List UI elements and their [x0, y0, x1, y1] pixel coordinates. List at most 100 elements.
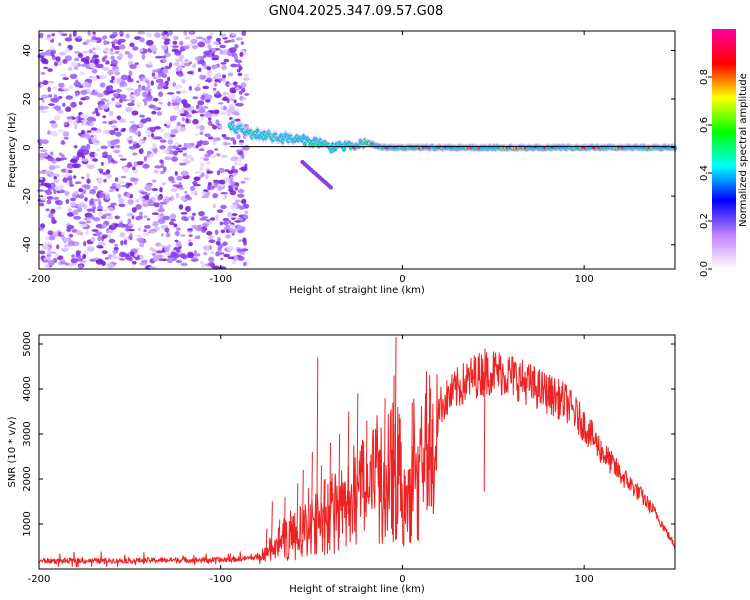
noise-blob — [230, 137, 236, 142]
noise-blob — [170, 195, 175, 201]
noise-blob — [78, 132, 83, 136]
noise-blob — [243, 144, 250, 151]
noise-blob — [98, 245, 104, 249]
noise-blob — [159, 128, 164, 133]
noise-blob — [206, 35, 213, 40]
colorbar-tick-label: 0.0 — [699, 261, 710, 277]
noise-blob — [39, 203, 44, 207]
noise-blob — [115, 101, 121, 106]
noise-blob — [50, 183, 55, 188]
noise-blob — [107, 215, 113, 220]
noise-blob — [142, 232, 150, 236]
noise-blob — [147, 91, 151, 97]
noise-blob — [228, 220, 232, 224]
noise-blob — [169, 149, 174, 155]
noise-blob — [212, 90, 218, 94]
noise-blob — [81, 158, 89, 162]
noise-blob — [223, 58, 230, 63]
noise-blob — [181, 117, 185, 122]
noise-blob — [121, 127, 126, 131]
noise-blob — [116, 77, 122, 84]
noise-blob — [210, 251, 214, 255]
noise-blob — [92, 47, 96, 51]
noise-blob — [72, 30, 77, 37]
noise-blob — [56, 244, 60, 250]
noise-blob — [218, 179, 226, 185]
noise-blob — [126, 98, 134, 102]
noise-blob — [76, 203, 85, 208]
noise-blob — [199, 125, 205, 131]
noise-blob — [153, 202, 160, 208]
noise-blob — [229, 190, 237, 196]
noise-blob — [107, 206, 115, 211]
noise-blob — [244, 210, 249, 214]
noise-blob — [175, 259, 183, 264]
noise-blob — [92, 198, 100, 202]
noise-blob — [175, 192, 179, 199]
noise-blob — [172, 36, 179, 40]
noise-blob — [187, 228, 193, 231]
noise-blob — [244, 92, 250, 96]
noise-blob — [194, 225, 198, 231]
noise-blob — [152, 221, 159, 227]
noise-blob — [66, 118, 74, 123]
y-tick-label: 5000 — [22, 331, 33, 356]
noise-blob — [126, 182, 133, 187]
noise-blob — [111, 125, 118, 129]
noise-blob — [66, 116, 73, 120]
noise-blob — [120, 240, 124, 246]
noise-blob — [117, 224, 125, 228]
noise-blob — [135, 199, 140, 203]
noise-blob — [217, 102, 224, 105]
noise-blob — [231, 156, 236, 161]
noise-blob — [143, 156, 147, 162]
noise-blob — [208, 239, 216, 244]
noise-blob — [160, 82, 166, 87]
noise-blob — [233, 99, 237, 104]
noise-blob — [113, 45, 121, 50]
noise-blob — [119, 31, 125, 35]
noise-blob — [39, 170, 46, 174]
noise-blob — [104, 213, 112, 217]
noise-blob — [95, 148, 101, 152]
noise-blob — [135, 204, 142, 210]
noise-blob — [48, 212, 54, 219]
noise-blob — [110, 139, 118, 146]
noise-blob — [47, 157, 55, 162]
noise-blob — [208, 256, 215, 263]
noise-blob — [162, 215, 171, 221]
noise-blob — [47, 230, 54, 236]
noise-blob — [121, 166, 130, 172]
noise-blob — [158, 102, 163, 105]
noise-blob — [54, 115, 61, 121]
noise-blob — [118, 203, 126, 207]
noise-blob — [128, 223, 134, 227]
noise-blob — [162, 149, 170, 154]
noise-blob — [47, 246, 51, 253]
noise-blob — [205, 220, 212, 226]
noise-blob — [231, 165, 235, 171]
noise-blob — [80, 223, 88, 228]
noise-blob — [220, 105, 224, 112]
noise-blob — [237, 157, 243, 162]
noise-blob — [97, 235, 102, 242]
noise-blob — [214, 79, 220, 83]
noise-blob — [149, 45, 157, 50]
noise-blob — [143, 136, 147, 141]
noise-blob — [217, 185, 223, 191]
noise-blob — [175, 147, 181, 151]
spectrogram-signal-ridge — [227, 118, 678, 190]
noise-blob — [129, 64, 138, 69]
noise-blob — [66, 225, 75, 230]
noise-blob — [172, 253, 180, 259]
snr-spike — [320, 465, 322, 533]
noise-blob — [75, 230, 83, 235]
noise-blob — [44, 170, 52, 175]
noise-blob — [125, 254, 132, 261]
noise-blob — [231, 213, 238, 217]
noise-blob — [94, 58, 99, 65]
noise-blob — [68, 33, 72, 39]
colorbar-title: Normalized spectral amplitude — [738, 73, 749, 227]
noise-blob — [197, 59, 201, 65]
